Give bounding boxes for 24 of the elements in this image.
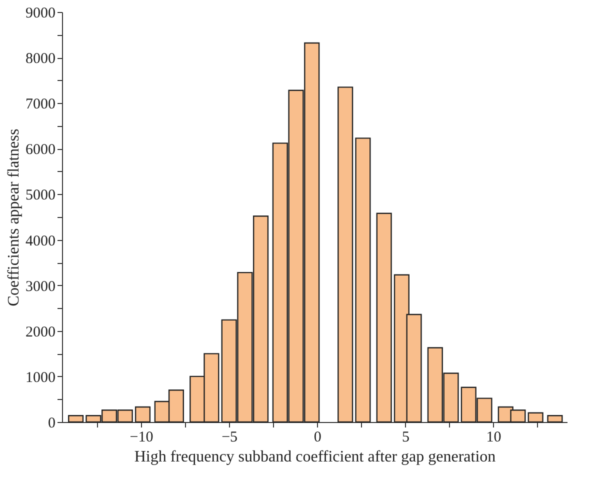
- y-tick-label: 8000: [26, 51, 56, 68]
- x-tick-label: −5: [222, 430, 238, 446]
- x-tick-label: 0: [314, 430, 322, 446]
- y-tick-label: 9000: [26, 6, 56, 22]
- bar: [528, 412, 544, 423]
- y-tick-label: 1000: [26, 370, 56, 386]
- bar: [338, 86, 354, 423]
- y-tick-label: 4000: [26, 233, 56, 250]
- y-tick-label: 5000: [26, 188, 56, 204]
- x-axis-title: High frequency subband coefficient after gap generation: [134, 448, 496, 466]
- y-tick-label: 3000: [26, 278, 56, 295]
- y-tick-label: 2000: [26, 324, 56, 340]
- bar: [376, 212, 392, 423]
- y-axis-title: Coefficients appear flatness: [6, 128, 22, 306]
- x-tick-label: 5: [402, 430, 410, 446]
- bar: [68, 415, 84, 423]
- y-tick-label: 6000: [26, 142, 56, 158]
- y-tick-label: 0: [48, 416, 56, 432]
- x-tick-label: 10: [486, 430, 502, 446]
- bar: [547, 415, 563, 423]
- x-tick-label: −10: [130, 430, 154, 446]
- bar: [134, 406, 151, 423]
- y-tick-label: 7000: [26, 96, 56, 113]
- bar: [355, 138, 371, 423]
